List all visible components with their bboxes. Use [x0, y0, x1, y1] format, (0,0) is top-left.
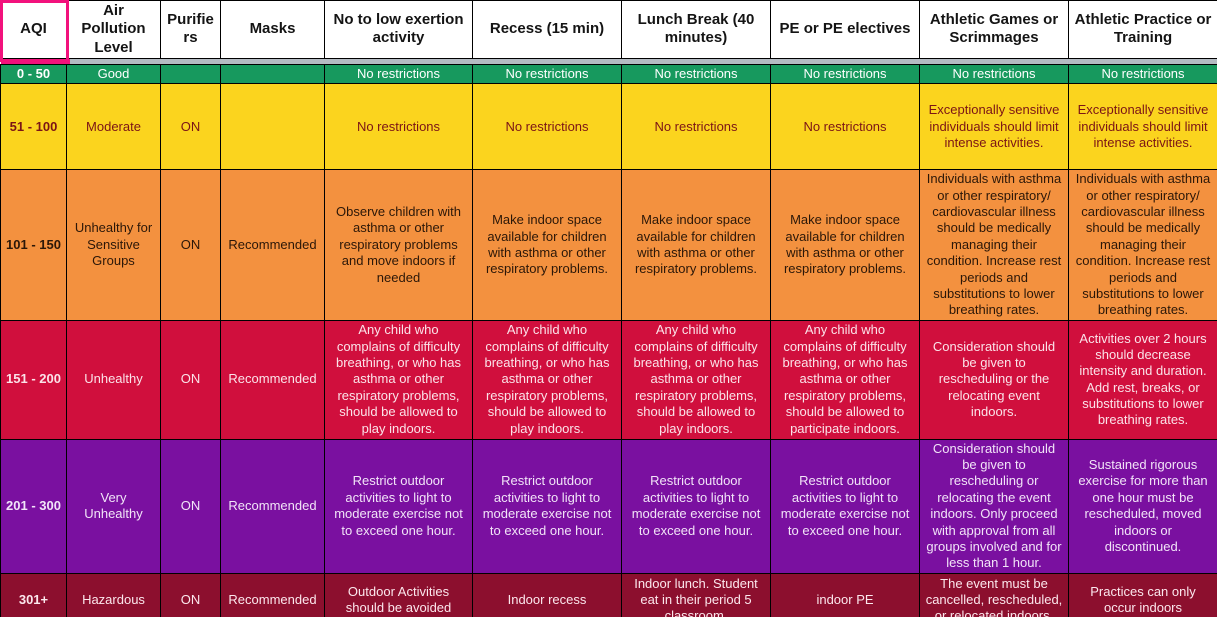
table-cell[interactable]: Make indoor space available for children… — [770, 169, 920, 321]
table-cell[interactable]: No restrictions — [621, 63, 771, 85]
column-header-purifiers[interactable]: Purifiers — [160, 0, 221, 59]
table-cell[interactable]: No restrictions — [324, 83, 473, 171]
column-header-athletic-practice[interactable]: Athletic Practice or Training — [1068, 0, 1217, 59]
table-cell[interactable]: Hazardous — [66, 572, 161, 617]
table-cell[interactable]: 151 - 200 — [0, 319, 67, 440]
table-cell[interactable]: 0 - 50 — [0, 63, 67, 85]
table-cell[interactable]: Consideration should be given to resched… — [919, 438, 1069, 574]
table-cell[interactable]: Very Unhealthy — [66, 438, 161, 574]
table-cell[interactable]: Outdoor Activities should be avoided — [324, 572, 473, 617]
table-cell[interactable]: Exceptionally sensitive individuals shou… — [919, 83, 1069, 171]
table-cell[interactable]: Good — [66, 63, 161, 85]
row-unhealthy: 151 - 200 Unhealthy ON Recommended Any c… — [0, 319, 1217, 440]
table-cell[interactable]: Recommended — [220, 572, 325, 617]
table-cell[interactable] — [220, 63, 325, 85]
table-cell[interactable]: Any child who complains of difficulty br… — [324, 319, 473, 440]
table-cell[interactable]: No restrictions — [324, 63, 473, 85]
table-cell[interactable]: Make indoor space available for children… — [472, 169, 622, 321]
table-cell[interactable]: indoor PE — [770, 572, 920, 617]
table-cell[interactable]: Practices can only occur indoors — [1068, 572, 1217, 617]
table-cell[interactable]: Recommended — [220, 169, 325, 321]
table-cell[interactable]: Unhealthy — [66, 319, 161, 440]
column-header-air-pollution-level[interactable]: Air Pollution Level — [66, 0, 161, 59]
table-cell[interactable]: No restrictions — [919, 63, 1069, 85]
table-cell[interactable]: ON — [160, 83, 221, 171]
table-cell[interactable]: ON — [160, 438, 221, 574]
table-cell[interactable]: Indoor lunch. Student eat in their perio… — [621, 572, 771, 617]
table-cell[interactable]: Any child who complains of difficulty br… — [472, 319, 622, 440]
column-header-pe[interactable]: PE or PE electives — [770, 0, 920, 59]
table-cell[interactable]: 301+ — [0, 572, 67, 617]
table-cell[interactable]: Individuals with asthma or other respira… — [919, 169, 1069, 321]
table-cell[interactable]: No restrictions — [770, 83, 920, 171]
table-cell[interactable]: No restrictions — [1068, 63, 1217, 85]
table-cell[interactable]: Sustained rigorous exercise for more tha… — [1068, 438, 1217, 574]
table-cell[interactable]: 201 - 300 — [0, 438, 67, 574]
table-cell[interactable]: Moderate — [66, 83, 161, 171]
table-cell[interactable]: No restrictions — [770, 63, 920, 85]
table-cell[interactable]: ON — [160, 572, 221, 617]
table-cell[interactable]: No restrictions — [621, 83, 771, 171]
table-cell[interactable]: 51 - 100 — [0, 83, 67, 171]
column-header-masks[interactable]: Masks — [220, 0, 325, 59]
row-hazardous: 301+ Hazardous ON Recommended Outdoor Ac… — [0, 572, 1217, 617]
table-cell[interactable]: Restrict outdoor activities to light to … — [472, 438, 622, 574]
table-cell[interactable]: Restrict outdoor activities to light to … — [770, 438, 920, 574]
table-cell[interactable]: Restrict outdoor activities to light to … — [324, 438, 473, 574]
column-header-aqi[interactable]: AQI — [0, 0, 67, 59]
column-header-athletic-games[interactable]: Athletic Games or Scrimmages — [919, 0, 1069, 59]
table-cell[interactable]: Activities over 2 hours should decrease … — [1068, 319, 1217, 440]
column-header-lunch-break[interactable]: Lunch Break (40 minutes) — [621, 0, 771, 59]
table-cell[interactable]: Restrict outdoor activities to light to … — [621, 438, 771, 574]
row-very-unhealthy: 201 - 300 Very Unhealthy ON Recommended … — [0, 438, 1217, 574]
table-cell[interactable]: Indoor recess — [472, 572, 622, 617]
table-cell[interactable]: Unhealthy for Sensitive Groups — [66, 169, 161, 321]
table-cell[interactable]: Any child who complains of difficulty br… — [621, 319, 771, 440]
table-cell[interactable]: Any child who complains of difficulty br… — [770, 319, 920, 440]
table-cell[interactable] — [220, 83, 325, 171]
table-cell[interactable]: ON — [160, 169, 221, 321]
row-moderate: 51 - 100 Moderate ON No restrictions No … — [0, 83, 1217, 171]
row-unhealthy-sensitive: 101 - 150 Unhealthy for Sensitive Groups… — [0, 169, 1217, 321]
table-cell[interactable]: 101 - 150 — [0, 169, 67, 321]
table-cell[interactable]: Consideration should be given to resched… — [919, 319, 1069, 440]
table-cell[interactable]: The event must be cancelled, rescheduled… — [919, 572, 1069, 617]
header-row: AQI Air Pollution Level Purifiers Masks … — [0, 0, 1217, 59]
table-cell[interactable]: Make indoor space available for children… — [621, 169, 771, 321]
table-cell[interactable]: Recommended — [220, 438, 325, 574]
row-good: 0 - 50 Good No restrictions No restricti… — [0, 63, 1217, 85]
selection-underline — [0, 58, 70, 64]
table-cell[interactable]: No restrictions — [472, 83, 622, 171]
table-cell[interactable] — [160, 63, 221, 85]
table-cell[interactable]: Observe children with asthma or other re… — [324, 169, 473, 321]
table-cell[interactable]: Individuals with asthma or other respira… — [1068, 169, 1217, 321]
frozen-row-divider — [0, 58, 1217, 65]
table-cell[interactable]: Recommended — [220, 319, 325, 440]
column-header-recess[interactable]: Recess (15 min) — [472, 0, 622, 59]
table-cell[interactable]: Exceptionally sensitive individuals shou… — [1068, 83, 1217, 171]
table-cell[interactable]: ON — [160, 319, 221, 440]
table-cell[interactable]: No restrictions — [472, 63, 622, 85]
column-header-no-to-low-exertion[interactable]: No to low exertion activity — [324, 0, 473, 59]
